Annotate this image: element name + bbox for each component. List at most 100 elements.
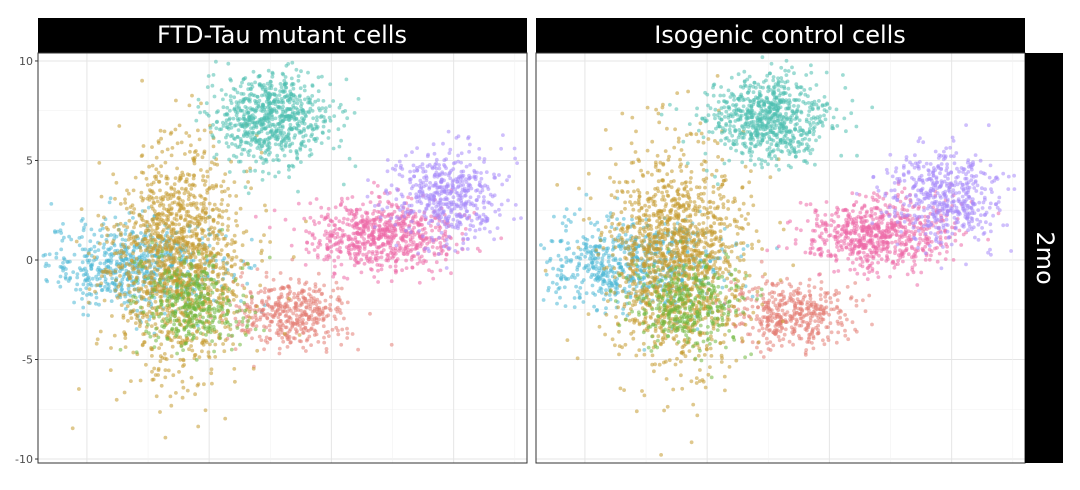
scatter-point	[143, 209, 147, 214]
scatter-point	[284, 319, 289, 324]
scatter-point	[254, 99, 259, 104]
scatter-point	[436, 222, 440, 227]
scatter-point	[288, 289, 293, 294]
scatter-point	[255, 131, 259, 136]
scatter-point	[444, 242, 449, 247]
scatter-point	[78, 287, 83, 292]
scatter-point	[264, 275, 269, 279]
scatter-point	[239, 109, 243, 113]
scatter-point	[190, 183, 195, 188]
scatter-point	[185, 172, 190, 177]
scatter-point	[362, 261, 367, 266]
scatter-point	[164, 191, 169, 195]
scatter-point	[123, 238, 128, 243]
scatter-point	[417, 183, 422, 188]
scatter-point	[297, 333, 302, 337]
scatter-point	[412, 169, 417, 174]
scatter-point	[149, 324, 154, 328]
scatter-point	[319, 205, 324, 210]
scatter-point	[294, 321, 299, 325]
scatter-point	[243, 105, 248, 109]
scatter-point	[171, 310, 175, 315]
scatter-point	[286, 132, 291, 137]
scatter-point	[358, 248, 362, 253]
scatter-point	[266, 152, 271, 157]
scatter-point	[159, 342, 164, 347]
scatter-point	[303, 97, 307, 102]
scatter-point	[231, 342, 236, 346]
scatter-point	[303, 144, 308, 149]
scatter-point	[181, 225, 186, 230]
scatter-point	[102, 298, 107, 303]
scatter-point	[302, 84, 307, 89]
scatter-point	[146, 322, 150, 327]
scatter-point	[150, 189, 155, 194]
scatter-point	[281, 286, 286, 291]
scatter-point	[296, 201, 301, 206]
scatter-point	[188, 261, 193, 266]
scatter-point	[347, 156, 352, 161]
scatter-point	[266, 295, 271, 299]
scatter-point	[225, 105, 230, 110]
scatter-point	[209, 371, 214, 376]
scatter-point	[562, 214, 567, 219]
scatter-point	[189, 266, 194, 271]
scatter-point	[213, 342, 218, 347]
scatter-point	[148, 234, 153, 239]
scatter-point	[163, 268, 168, 273]
scatter-point	[164, 246, 169, 251]
scatter-point	[310, 94, 315, 98]
scatter-point	[404, 228, 408, 233]
scatter-point	[389, 279, 394, 284]
scatter-point	[269, 86, 274, 91]
scatter-point	[123, 332, 128, 337]
scatter-point	[77, 243, 82, 248]
scatter-point	[402, 201, 407, 206]
scatter-point	[465, 247, 470, 251]
scatter-point	[47, 263, 51, 268]
scatter-point	[182, 261, 187, 266]
scatter-point	[221, 124, 226, 128]
scatter-point	[186, 338, 190, 343]
scatter-point	[145, 220, 150, 225]
scatter-point	[174, 212, 179, 216]
scatter-point	[308, 100, 313, 105]
scatter-point	[318, 238, 322, 243]
scatter-point	[131, 251, 135, 256]
scatter-point	[394, 203, 399, 207]
scatter-point	[311, 289, 316, 293]
scatter-point	[123, 228, 128, 233]
scatter-point	[150, 369, 154, 374]
scatter-point	[109, 233, 113, 237]
scatter-point	[251, 323, 256, 328]
scatter-point	[226, 333, 231, 337]
scatter-point	[377, 223, 382, 228]
scatter-point	[456, 159, 461, 164]
scatter-point	[385, 169, 390, 174]
scatter-point	[339, 235, 344, 240]
scatter-point	[279, 85, 284, 90]
scatter-point	[178, 244, 183, 249]
scatter-point	[283, 75, 288, 79]
scatter-point	[140, 78, 145, 83]
scatter-point	[232, 240, 237, 245]
scatter-point	[315, 305, 320, 310]
scatter-point	[198, 258, 203, 263]
scatter-point	[92, 255, 97, 260]
scatter-point	[223, 267, 228, 271]
scatter-point	[431, 276, 436, 281]
scatter-point	[265, 315, 269, 320]
scatter-point	[284, 85, 289, 90]
scatter-point	[497, 173, 501, 177]
scatter-point	[89, 247, 93, 252]
scatter-point	[189, 220, 194, 225]
scatter-point	[245, 117, 250, 122]
scatter-point	[317, 317, 322, 322]
scatter-point	[262, 324, 266, 329]
scatter-point	[183, 152, 187, 156]
scatter-point	[385, 227, 390, 232]
scatter-point	[340, 327, 345, 332]
scatter-point	[275, 122, 280, 127]
scatter-point	[334, 280, 339, 285]
scatter-point	[112, 333, 117, 338]
